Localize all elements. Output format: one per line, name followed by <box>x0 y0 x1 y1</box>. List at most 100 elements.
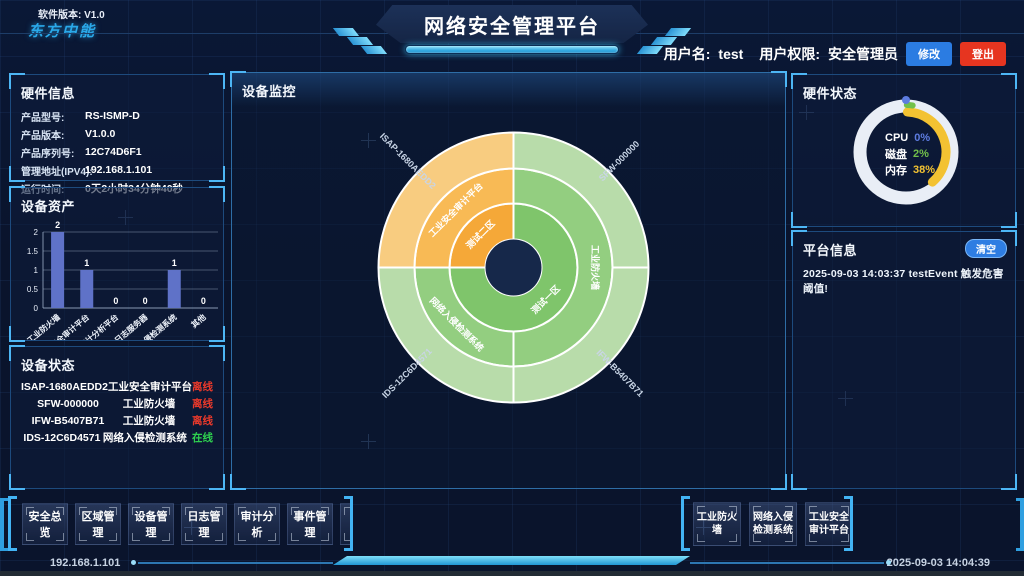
nav-button-label: 工业安全审计平台 <box>809 511 849 536</box>
y-tick-label: 2 <box>34 228 39 237</box>
panel-title: 设备监控 <box>242 84 297 99</box>
device-status-badge: 离线 <box>192 381 213 393</box>
nav-button[interactable]: 日志管理 <box>181 502 227 545</box>
hardware-info-row: 产品版本: V1.0.0 <box>11 126 223 142</box>
bottom-strip <box>0 571 1024 576</box>
hardware-info-rows: 产品型号: RS-ISMP-D 产品版本: V1.0.0 产品序列号: 12C7… <box>11 108 223 196</box>
hardware-info-row: 产品型号: RS-ISMP-D <box>11 108 223 124</box>
nav-button[interactable]: 设备管理 <box>128 502 174 545</box>
status-bar-dot <box>131 560 136 565</box>
bar[interactable] <box>80 270 94 308</box>
status-bar-accent <box>333 556 690 565</box>
device-status-row: IDS-12C6D4571 网络入侵检测系统 在线 <box>11 429 223 446</box>
user-info-bar: 用户名: test 用户权限: 安全管理员 修改 登出 <box>664 42 1006 66</box>
info-label: 产品型号: <box>21 112 65 124</box>
device-status-badge: 离线 <box>192 398 213 410</box>
y-tick-label: 1 <box>34 266 39 275</box>
bar[interactable] <box>51 232 65 308</box>
nav-button[interactable]: 安全总览 <box>22 502 68 545</box>
info-value: 192.168.1.101 <box>85 164 153 176</box>
device-monitor-panel: 设备监控 测试一区 测试二区 工业防火墙 网络入侵检测系统 工业安全审计平台 SFW-00… <box>230 71 787 490</box>
donut-arc <box>902 107 951 187</box>
bar-value-label: 2 <box>55 220 60 230</box>
device-status-row: ISAP-1680AEDD2 工业安全审计平台 离线 <box>11 378 223 395</box>
title-banner: 网络安全管理平台 <box>376 5 648 43</box>
sunburst-center <box>485 239 542 296</box>
decorative-slash <box>664 28 692 36</box>
panel-title: 设备状态 <box>21 358 76 373</box>
title-underline-bar <box>405 45 619 54</box>
decorative-slash <box>346 37 374 45</box>
device-id: ISAP-1680AEDD2 <box>21 380 108 393</box>
device-type: 工业防火墙 <box>122 398 176 410</box>
nav-button[interactable]: 事件管理 <box>287 502 333 545</box>
screen-edge-bracket <box>0 498 8 551</box>
nav-button[interactable]: 审计分析 <box>234 502 280 545</box>
nav-button[interactable]: 工业安全审计平台 <box>805 501 853 546</box>
modify-button[interactable]: 修改 <box>906 42 952 66</box>
hardware-metric-row: CPU 0% <box>885 130 935 146</box>
clear-messages-button[interactable]: 清空 <box>965 239 1007 258</box>
device-status-panel: 设备状态 ISAP-1680AEDD2 工业安全审计平台 离线 SFW-0000… <box>9 345 225 490</box>
hardware-info-panel: 硬件信息 产品型号: RS-ISMP-D 产品版本: V1.0.0 产品序列号:… <box>9 73 225 196</box>
device-status-row: SFW-000000 工业防火墙 离线 <box>11 395 223 412</box>
hardware-info-row: 管理地址(IPV4): 192.168.1.101 <box>11 162 223 178</box>
bar[interactable] <box>167 270 181 308</box>
nav-button[interactable]: 区域管理 <box>75 502 121 545</box>
device-assets-panel: 设备资产 00.511.522工业防火墙1工业安全审计平台0工业网络审计分析平台… <box>9 186 225 342</box>
metric-label: 内存 <box>885 165 907 177</box>
sunburst-ring-label: 工业防火墙 <box>590 245 601 290</box>
y-tick-label: 0.5 <box>27 285 39 294</box>
device-id: SFW-000000 <box>37 397 99 410</box>
nav-bracket-right <box>844 496 853 551</box>
device-status-row: IFW-B5407B71 工业防火墙 离线 <box>11 412 223 429</box>
x-category-label: 其他 <box>189 312 208 330</box>
info-label: 管理地址(IPV4): <box>21 166 93 178</box>
nav-button-label: 事件管理 <box>293 510 327 539</box>
device-status-badge: 在线 <box>192 432 213 444</box>
metric-label: 磁盘 <box>885 149 907 161</box>
device-status-badge: 离线 <box>192 415 213 427</box>
software-version: 软件版本: V1.0 <box>38 10 105 21</box>
logout-button[interactable]: 登出 <box>960 42 1006 66</box>
metric-value: 0% <box>914 132 931 144</box>
device-type: 工业防火墙 <box>122 415 176 427</box>
platform-message-list: 2025-09-03 14:03:37 testEvent 触发危害阈值! <box>793 263 1015 299</box>
device-type: 工业安全审计平台 <box>107 381 192 393</box>
panel-title: 设备资产 <box>21 199 76 214</box>
page-title: 网络安全管理平台 <box>424 15 600 38</box>
metric-value: 38% <box>913 164 936 176</box>
bar-value-label: 1 <box>84 258 89 268</box>
nav-button-label: 工业防火墙 <box>697 511 737 536</box>
nav-bracket-left <box>681 496 690 551</box>
bottom-nav-right: 工业防火墙 网络入侵检测系统 工业安全审计平台 <box>681 496 853 551</box>
nav-button-label: 日志管理 <box>187 510 221 539</box>
username-value: test <box>718 46 744 62</box>
nav-button-label: 设备管理 <box>134 510 168 539</box>
platform-message: 2025-09-03 14:03:37 testEvent 触发危害阈值! <box>803 268 1004 295</box>
sunburst-segment[interactable] <box>377 131 515 269</box>
decorative-slash <box>636 46 664 54</box>
bar-value-label: 0 <box>113 296 118 306</box>
sunburst-outer-label: SFW-000000 <box>597 139 641 183</box>
decorative-slash <box>360 46 388 54</box>
nav-bracket-right <box>344 496 353 551</box>
metric-value: 2% <box>913 148 929 160</box>
permission-value: 安全管理员 <box>828 46 898 62</box>
hardware-status-donut <box>853 96 959 205</box>
sunburst-outer-label: IDS-12C6D4571 <box>380 346 434 400</box>
permission-label: 用户权限: <box>759 46 820 62</box>
bottom-nav-left: 安全总览 区域管理 设备管理 日志管理 审计分析 事件管理 安全 <box>8 496 353 551</box>
device-type: 网络入侵检测系统 <box>102 432 187 444</box>
brand-logo: 东方中能 <box>28 23 97 40</box>
nav-bracket-left <box>8 496 17 551</box>
hardware-metric-row: 磁盘 2% <box>885 146 935 162</box>
info-value: V1.0.0 <box>85 128 116 140</box>
status-bar-datetime: 2025-09-03 14:04:39 <box>886 557 990 569</box>
device-id: IDS-12C6D4571 <box>23 431 101 444</box>
nav-button[interactable]: 网络入侵检测系统 <box>749 501 797 546</box>
bar-value-label: 0 <box>201 296 206 306</box>
bar-value-label: 0 <box>143 296 148 306</box>
nav-button[interactable]: 工业防火墙 <box>693 501 741 546</box>
